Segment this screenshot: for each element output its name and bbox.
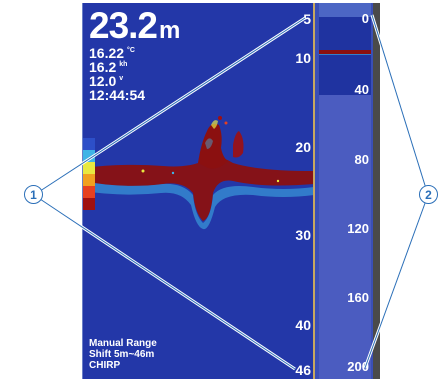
time-readout: 12:44:54 <box>89 87 146 103</box>
legend-swatch <box>83 162 95 174</box>
flasher-zoom-window <box>319 17 371 95</box>
scale-label: 5 <box>303 11 311 27</box>
flasher-panel[interactable]: 0 40 80 120 160 200 <box>313 3 375 379</box>
speed-readout: 16.2 kh <box>89 59 128 75</box>
shift-range-text: Shift 5m~46m <box>89 349 155 360</box>
chirp-mode-text: CHIRP <box>89 360 121 371</box>
flasher-scale-label: 40 <box>354 82 369 97</box>
flasher-scale-label: 160 <box>347 290 369 305</box>
voltage-readout: 12.0 v <box>89 73 124 89</box>
flasher-scale-label: 120 <box>347 221 369 236</box>
scale-label: 46 <box>295 362 311 378</box>
water-temperature: 16.22 °C <box>89 45 135 61</box>
range-mode-text: Manual Range <box>89 338 157 349</box>
callout-marker-2: 2 <box>419 185 438 204</box>
scale-label: 10 <box>295 50 311 66</box>
legend-swatch <box>83 138 95 150</box>
scale-label: 20 <box>295 139 311 155</box>
sonar-echo-graphic <box>83 116 314 230</box>
flasher-top-band <box>319 3 371 17</box>
scale-label: 40 <box>295 317 311 333</box>
flasher-lower-band <box>319 95 371 379</box>
sonar-view-panel[interactable]: 23.2 m 16.22 °C 16.2 kh 12.0 v 12:44:54 … <box>82 3 314 379</box>
depth-readout: 23.2 m <box>89 7 180 44</box>
legend-swatch <box>83 174 95 186</box>
flasher-scale-label: 80 <box>354 152 369 167</box>
legend-swatch <box>83 198 95 210</box>
side-bezel <box>373 3 380 379</box>
scale-label: 30 <box>295 227 311 243</box>
callout-marker-1: 1 <box>24 185 43 204</box>
depth-unit: m <box>159 17 181 44</box>
flasher-scale-label: 0 <box>361 11 369 26</box>
depth-value: 23.2 <box>89 5 158 46</box>
legend-swatch <box>83 150 95 162</box>
flasher-echo-graphic <box>319 50 371 55</box>
legend-swatch <box>83 186 95 198</box>
color-scale-legend <box>83 138 95 210</box>
flasher-scale-label: 200 <box>347 359 369 374</box>
